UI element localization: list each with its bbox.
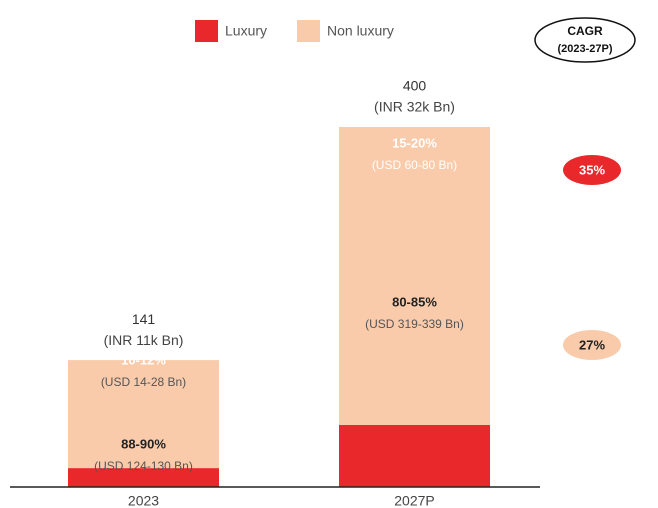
segment-share: 10-12% xyxy=(121,352,166,367)
segment-usd: (USD 60-80 Bn) xyxy=(372,158,457,172)
legend-swatch xyxy=(297,20,320,42)
cagr-value: 27% xyxy=(579,337,605,352)
cagr-title: (2023-27P) xyxy=(557,43,612,55)
legend-label: Non luxury xyxy=(327,23,394,39)
total-inr: (INR 11k Bn) xyxy=(104,332,184,348)
x-tick-label: 2027P xyxy=(394,493,434,508)
x-tick-label: 2023 xyxy=(128,493,159,508)
cagr-outline xyxy=(534,17,636,63)
cagr-bubble xyxy=(563,330,621,360)
bar-segment xyxy=(68,468,219,487)
cagr-bubble xyxy=(563,155,621,185)
segment-share: 88-90% xyxy=(121,436,166,451)
total-inr: (INR 32k Bn) xyxy=(374,99,455,115)
cagr-title: CAGR xyxy=(567,24,603,38)
legend-swatch xyxy=(195,20,218,42)
bar-segment xyxy=(68,360,219,469)
legend-label: Luxury xyxy=(225,23,267,39)
segment-share: 15-20% xyxy=(392,135,437,150)
total-value: 400 xyxy=(403,78,427,94)
segment-share: 80-85% xyxy=(392,294,437,309)
segment-usd: (USD 319-339 Bn) xyxy=(365,317,464,331)
segment-usd: (USD 124-130 Bn) xyxy=(94,459,193,473)
total-value: 141 xyxy=(132,311,156,327)
bar-segment xyxy=(339,127,490,425)
cagr-value: 35% xyxy=(579,162,605,177)
segment-usd: (USD 14-28 Bn) xyxy=(101,375,186,389)
bar-segment xyxy=(339,424,490,487)
